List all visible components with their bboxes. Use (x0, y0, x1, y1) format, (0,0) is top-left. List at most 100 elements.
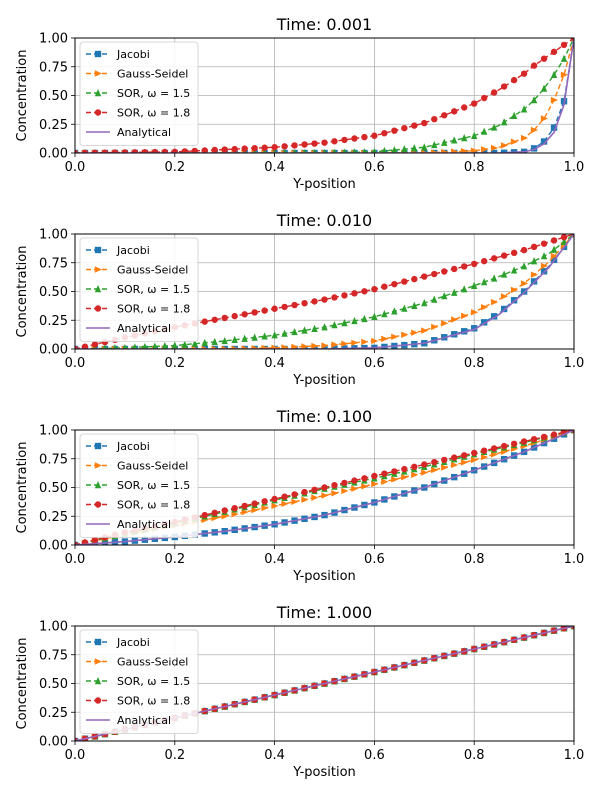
axes-frame (74, 429, 575, 546)
data-point (411, 329, 419, 336)
data-point (291, 142, 298, 149)
data-point (480, 319, 488, 326)
data-point (201, 147, 208, 153)
data-point (471, 100, 478, 107)
x-tick-label: 0.2 (164, 356, 185, 371)
data-point (520, 70, 528, 77)
data-point (231, 145, 238, 153)
data-point (281, 143, 288, 150)
y-tick-label: 0.00 (39, 735, 68, 750)
data-point (322, 149, 327, 153)
data-point (221, 314, 228, 322)
data-point (251, 309, 258, 316)
data-point (401, 473, 409, 481)
data-point (540, 84, 548, 92)
data-point (500, 83, 508, 90)
data-point (421, 119, 428, 127)
data-point (550, 431, 558, 438)
data-point (271, 495, 278, 503)
data-point (480, 257, 488, 265)
data-point (341, 479, 348, 487)
data-point (461, 328, 468, 335)
data-point (291, 491, 298, 498)
data-point (381, 283, 388, 290)
data-point (530, 271, 539, 278)
data-point (371, 132, 378, 139)
x-tick-label: 1.0 (564, 552, 585, 567)
data-point (510, 266, 518, 274)
chart-panel-3: Time: 0.100 0.0 0.2 0.4 0.6 0.8 1.0 0.00 0.25 0.5… (15, 407, 584, 584)
data-point (371, 286, 378, 293)
legend-box (79, 237, 199, 342)
legend-entry: Jacobi (116, 636, 150, 649)
data-point (81, 343, 89, 349)
data-point (461, 459, 469, 466)
data-point (351, 477, 358, 484)
data-point (291, 343, 299, 349)
data-point (500, 118, 508, 126)
data-point (331, 345, 338, 349)
data-point (351, 339, 359, 346)
data-point (441, 292, 448, 300)
data-point (371, 472, 378, 480)
data-point (550, 70, 558, 78)
data-point (171, 341, 178, 349)
legend-entry: Jacobi (116, 48, 150, 61)
legend-entry: Jacobi (116, 244, 150, 257)
data-point (520, 246, 528, 254)
legend-entry: Analytical (117, 518, 171, 531)
y-tick-label: 0.00 (39, 343, 68, 358)
data-point (311, 342, 319, 349)
data-point (441, 268, 448, 275)
legend-marker (94, 501, 102, 508)
data-point (141, 148, 149, 153)
data-point (321, 296, 328, 303)
data-point (441, 320, 449, 327)
data-point (530, 243, 538, 251)
data-point (282, 149, 287, 153)
data-point (431, 149, 439, 153)
data-point (181, 148, 188, 153)
data-point (550, 252, 559, 260)
legend-entry: Gauss-Seidel (117, 460, 188, 473)
data-point (102, 344, 108, 349)
legend: Jacobi Gauss-Seidel SOR, ω = 1.5 SOR, ω = 1… (79, 237, 199, 342)
data-point (540, 268, 548, 275)
data-point (490, 149, 498, 153)
data-point (480, 447, 488, 454)
data-point (530, 257, 538, 265)
series-line-gauss-seidel (75, 38, 574, 153)
y-axis-label: Concentration (15, 442, 30, 534)
data-point (530, 62, 538, 69)
x-tick-label: 0.0 (65, 748, 86, 763)
x-tick-label: 0.4 (264, 160, 285, 175)
data-point (480, 149, 488, 153)
data-point (261, 344, 269, 349)
x-tick-label: 0.6 (364, 552, 385, 567)
data-point (371, 344, 378, 349)
legend-marker (94, 266, 102, 273)
data-point (351, 345, 358, 349)
data-point (331, 294, 338, 301)
data-point (560, 237, 568, 246)
data-point (351, 290, 358, 297)
legend-entry: Jacobi (116, 440, 150, 453)
data-point (261, 498, 268, 505)
data-point (81, 149, 89, 153)
data-point (461, 147, 469, 153)
legend-marker (94, 677, 102, 685)
y-tick-label: 0.75 (39, 452, 68, 467)
data-point (311, 298, 318, 305)
data-point (441, 138, 448, 146)
data-point (411, 471, 419, 479)
data-point (471, 131, 478, 139)
data-point (401, 331, 409, 338)
data-point (281, 329, 288, 337)
data-point (361, 344, 368, 349)
data-point (540, 262, 549, 270)
data-point (331, 341, 339, 348)
data-point (342, 148, 347, 153)
data-point (311, 140, 318, 147)
series-layer (75, 38, 574, 153)
